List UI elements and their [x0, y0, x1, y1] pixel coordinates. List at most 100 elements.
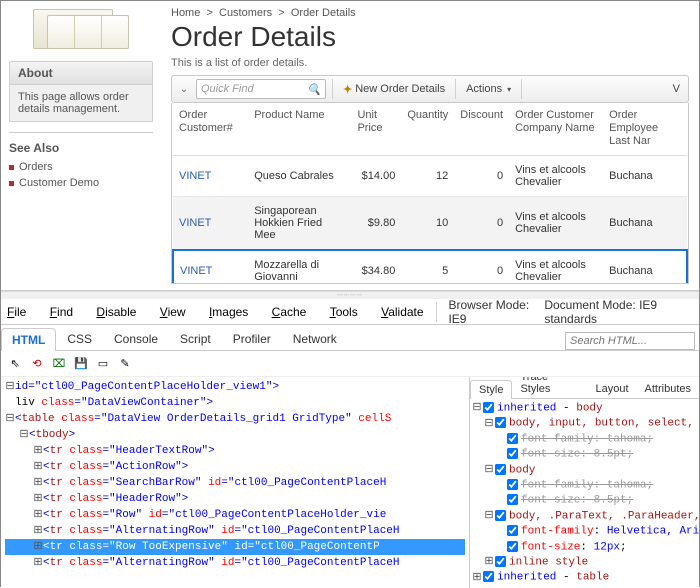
column-header[interactable]: Product Name	[248, 103, 351, 155]
menu-tools[interactable]: Tools	[330, 305, 358, 319]
rule-checkbox[interactable]	[507, 541, 518, 552]
style-rules[interactable]: ⊟inherited - body⊟body, input, button, s…	[470, 399, 699, 588]
style-pane: StyleTrace StylesLayoutAttributes ⊟inher…	[469, 377, 699, 588]
tree-node[interactable]: ⊞<tr class="SearchBarRow" id="ctl00_Page…	[5, 475, 465, 491]
tree-node[interactable]: ⊟id="ctl00_PageContentPlaceHolder_view1"…	[5, 379, 465, 395]
style-rule[interactable]: font-family: tahoma;	[472, 478, 697, 493]
about-body: This page allows order details managemen…	[9, 85, 153, 122]
menu-view[interactable]: View	[160, 305, 186, 319]
tree-node[interactable]: ⊞<tr class="Row TooExpensive" id="ctl00_…	[5, 539, 465, 555]
rule-checkbox[interactable]	[507, 448, 518, 459]
style-rule[interactable]: font-size: 8.5pt;	[472, 493, 697, 508]
menu-find[interactable]: Find	[50, 305, 73, 319]
ruler-icon[interactable]: ▭	[95, 356, 111, 372]
style-rule[interactable]: ⊟body	[472, 463, 697, 478]
quick-find-input[interactable]: Quick Find 🔍	[196, 79, 326, 99]
column-header[interactable]: Order Customer#	[173, 103, 248, 155]
rule-checkbox[interactable]	[495, 510, 506, 521]
tab-profiler[interactable]: Profiler	[222, 327, 282, 350]
quick-find-placeholder: Quick Find	[201, 83, 254, 95]
rule-checkbox[interactable]	[507, 525, 518, 536]
column-header[interactable]: Order Customer Company Name	[509, 103, 603, 155]
style-tab-trace-styles[interactable]: Trace Styles	[512, 377, 587, 398]
browser-mode[interactable]: Browser Mode: IE9	[448, 298, 538, 326]
breadcrumb[interactable]: Home > Customers > Order Details	[171, 7, 689, 19]
about-header: About	[9, 61, 153, 85]
actions-button[interactable]: Actions ▾	[462, 79, 515, 99]
style-tab-layout[interactable]: Layout	[588, 380, 637, 398]
tree-node[interactable]: liv class="DataViewContainer">	[5, 395, 465, 411]
menu-images[interactable]: Images	[209, 305, 248, 319]
rule-checkbox[interactable]	[495, 556, 506, 567]
rule-checkbox[interactable]	[507, 479, 518, 490]
dropdown-icon[interactable]: ⌄	[176, 81, 192, 97]
tab-css[interactable]: CSS	[56, 327, 103, 350]
tab-html[interactable]: HTML	[1, 328, 56, 351]
style-rule[interactable]: ⊟inherited - body	[472, 401, 697, 416]
tree-node[interactable]: ⊞<tr class="HeaderTextRow">	[5, 443, 465, 459]
style-rule[interactable]: ⊟body, input, button, select, t	[472, 416, 697, 431]
actions-label: Actions	[466, 83, 502, 95]
devtools: File Find Disable View Images Cache Tool…	[1, 299, 699, 588]
style-rule[interactable]: ⊞inline style	[472, 555, 697, 570]
search-icon[interactable]: 🔍	[307, 83, 321, 96]
devtools-search[interactable]	[565, 332, 695, 350]
tree-node[interactable]: ⊞<tr class="Row" id="ctl00_PageContentPl…	[5, 507, 465, 523]
toolbar: ⌄ Quick Find 🔍 ✦ New Order Details Actio…	[171, 75, 689, 103]
column-header[interactable]: Discount	[454, 103, 509, 155]
view-label: V	[673, 83, 680, 95]
tree-node[interactable]: ⊞<tr class="ActionRow">	[5, 459, 465, 475]
tree-node[interactable]: ⊞<tr class="HeaderRow">	[5, 491, 465, 507]
search-html-input[interactable]	[565, 332, 695, 350]
menu-cache[interactable]: Cache	[272, 305, 307, 319]
new-order-label: New Order Details	[355, 83, 445, 95]
tab-script[interactable]: Script	[169, 327, 222, 350]
edit-icon[interactable]: ✎	[117, 356, 133, 372]
column-header[interactable]: Order Employee Last Nar	[603, 103, 687, 155]
column-header[interactable]: Quantity	[401, 103, 454, 155]
menu-validate[interactable]: Validate	[381, 305, 424, 319]
tree-node[interactable]: ⊟<table class="DataView OrderDetails_gri…	[5, 411, 465, 427]
style-rule[interactable]: font-size: 12px;	[472, 540, 697, 555]
tree-node[interactable]: ⊞<tr class="AlternatingRow" id="ctl00_Pa…	[5, 523, 465, 539]
menu-file[interactable]: File	[7, 305, 26, 319]
style-rule[interactable]: ⊟body, .ParaText, .ParaHeader,	[472, 509, 697, 524]
table-row[interactable]: VINETMozzarella di Giovanni$34.8050Vins …	[173, 250, 687, 284]
new-order-button[interactable]: ✦ New Order Details	[339, 79, 449, 99]
save-icon[interactable]: 💾	[73, 356, 89, 372]
view-button[interactable]: V	[669, 79, 684, 99]
table-row[interactable]: VINETSingaporean Hokkien Fried Mee$9.801…	[173, 196, 687, 250]
tab-console[interactable]: Console	[103, 327, 169, 350]
html-tree[interactable]: ⊟id="ctl00_PageContentPlaceHolder_view1"…	[1, 377, 469, 588]
rule-checkbox[interactable]	[507, 433, 518, 444]
rule-checkbox[interactable]	[495, 464, 506, 475]
style-rule[interactable]: font-family: Helvetica, Aria	[472, 524, 697, 539]
rule-checkbox[interactable]	[507, 494, 518, 505]
style-tab-attributes[interactable]: Attributes	[637, 380, 699, 398]
pointer-icon[interactable]: ⇖	[7, 356, 23, 372]
document-mode[interactable]: Document Mode: IE9 standards	[544, 298, 693, 326]
style-rule[interactable]: font-family: tahoma;	[472, 432, 697, 447]
refresh-icon[interactable]: ⟲	[29, 356, 45, 372]
table-row[interactable]: VINETQueso Cabrales$14.00120Vins et alco…	[173, 155, 687, 196]
style-rule[interactable]: ⊞inherited - table	[472, 570, 697, 585]
column-header[interactable]: Unit Price	[351, 103, 401, 155]
rule-checkbox[interactable]	[483, 402, 494, 413]
tab-network[interactable]: Network	[282, 327, 348, 350]
tree-node[interactable]: ⊟<tbody>	[5, 427, 465, 443]
clear-icon[interactable]: ⌧	[51, 356, 67, 372]
page-title: Order Details	[171, 21, 689, 53]
menu-disable[interactable]: Disable	[96, 305, 136, 319]
style-rule[interactable]: font-size: 8.5pt;	[472, 447, 697, 462]
devtools-toolbar: ⇖ ⟲ ⌧ 💾 ▭ ✎	[1, 351, 699, 377]
app-logo	[33, 9, 129, 53]
rule-checkbox[interactable]	[495, 417, 506, 428]
tree-node[interactable]: ⊞<tr class="AlternatingRow" id="ctl00_Pa…	[5, 555, 465, 571]
rule-checkbox[interactable]	[483, 571, 494, 582]
main-content: Home > Customers > Order Details Order D…	[161, 1, 699, 290]
plus-icon: ✦	[343, 83, 352, 96]
see-also-link[interactable]: Orders	[9, 159, 153, 175]
devtools-menu: File Find Disable View Images Cache Tool…	[1, 299, 699, 325]
see-also-link[interactable]: Customer Demo	[9, 175, 153, 191]
style-tab-style[interactable]: Style	[470, 380, 512, 399]
